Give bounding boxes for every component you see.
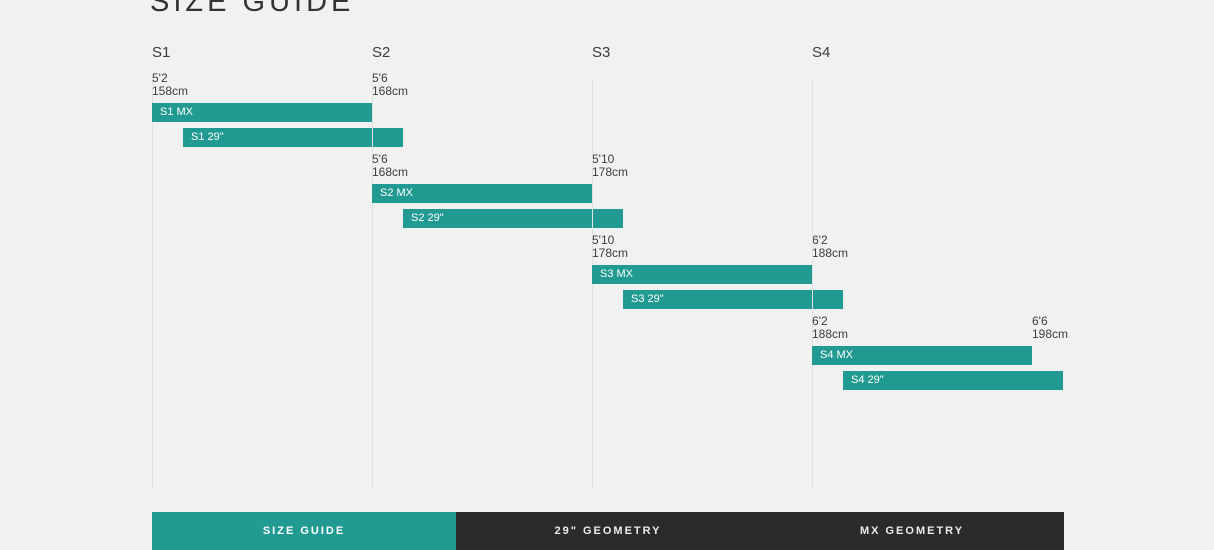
- height-max-label-s2: 5'10 178cm: [592, 153, 628, 179]
- height-min-imperial: 5'6: [372, 152, 388, 166]
- height-max-label-s4: 6'6 198cm: [1032, 315, 1068, 341]
- size-bar-s2-29: S2 29": [403, 209, 623, 228]
- height-min-label-s4: 6'2 188cm: [812, 315, 848, 341]
- height-min-metric: 178cm: [592, 246, 629, 260]
- height-max-metric: 178cm: [592, 165, 629, 179]
- height-max-imperial: 5'6: [372, 71, 388, 85]
- size-bar-s4-29: S4 29": [843, 371, 1063, 390]
- height-min-imperial: 5'2: [152, 71, 168, 85]
- height-min-metric: 168cm: [372, 165, 409, 179]
- column-gridline-s4: [812, 79, 813, 489]
- size-column-header-s2: S2: [372, 44, 391, 61]
- height-max-metric: 198cm: [1032, 327, 1069, 341]
- height-max-imperial: 5'10: [592, 152, 615, 166]
- height-min-label-s2: 5'6 168cm: [372, 153, 408, 179]
- size-bar-s1-29: S1 29": [183, 128, 403, 147]
- column-gridline-s3: [592, 79, 593, 489]
- geometry-tabbar: SIZE GUIDE 29" GEOMETRY MX GEOMETRY: [152, 512, 1064, 550]
- height-min-label-s1: 5'2 158cm: [152, 72, 188, 98]
- height-max-imperial: 6'2: [812, 233, 828, 247]
- column-gridline-s2: [372, 79, 373, 489]
- page-title: SIZE GUIDE: [150, 0, 355, 18]
- size-bar-s2-mx: S2 MX: [372, 184, 592, 203]
- size-column-header-s3: S3: [592, 44, 611, 61]
- tab-mx-geometry[interactable]: MX GEOMETRY: [760, 512, 1064, 550]
- size-column-header-s4: S4: [812, 44, 831, 61]
- height-max-metric: 188cm: [812, 246, 849, 260]
- size-bar-s1-mx: S1 MX: [152, 103, 372, 122]
- height-min-label-s3: 5'10 178cm: [592, 234, 628, 260]
- height-min-metric: 158cm: [152, 84, 189, 98]
- height-max-label-s1: 5'6 168cm: [372, 72, 408, 98]
- size-bar-s3-mx: S3 MX: [592, 265, 812, 284]
- size-bar-s4-mx: S4 MX: [812, 346, 1032, 365]
- height-min-imperial: 6'2: [812, 314, 828, 328]
- height-max-imperial: 6'6: [1032, 314, 1048, 328]
- tab-size-guide[interactable]: SIZE GUIDE: [152, 512, 456, 550]
- height-min-imperial: 5'10: [592, 233, 615, 247]
- tab-29-geometry[interactable]: 29" GEOMETRY: [456, 512, 760, 550]
- height-max-label-s3: 6'2 188cm: [812, 234, 848, 260]
- column-gridline-s1: [152, 79, 153, 489]
- size-bar-s3-29: S3 29": [623, 290, 843, 309]
- height-max-metric: 168cm: [372, 84, 409, 98]
- height-min-metric: 188cm: [812, 327, 849, 341]
- size-column-header-s1: S1: [152, 44, 171, 61]
